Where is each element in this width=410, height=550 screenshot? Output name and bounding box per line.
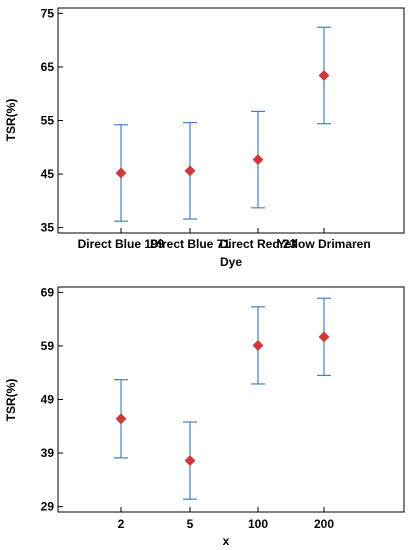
y-axis-title-bottom: TSR(%) bbox=[4, 379, 18, 422]
x-tick-label-top-0: Direct Blue 199 bbox=[78, 237, 165, 251]
y-tick-label-top-0: 35 bbox=[41, 221, 55, 235]
x-axis-bottom: 2 5 100 200 bbox=[118, 507, 334, 531]
x-tick-label-top-1: Direct Blue 71 bbox=[150, 237, 230, 251]
plot-frame-top bbox=[57, 7, 405, 234]
x-axis-title-bottom: x bbox=[223, 534, 230, 548]
series-bottom bbox=[114, 297, 331, 500]
y-tick-label-top-3: 65 bbox=[41, 60, 55, 74]
y-axis-bottom: 29 39 49 59 69 bbox=[41, 285, 63, 514]
x-tick-label-top-3: Yellow Drimaren bbox=[277, 237, 370, 251]
y-tick-label-bottom-4: 69 bbox=[41, 285, 55, 299]
data-point-bottom-3 bbox=[318, 331, 330, 343]
x-tick-label-bottom-3: 200 bbox=[314, 517, 334, 531]
x-tick-label-bottom-2: 100 bbox=[248, 517, 268, 531]
data-point-top-3 bbox=[318, 70, 330, 81]
y-tick-label-top-1: 45 bbox=[41, 167, 55, 181]
chart-bottom: 29 39 49 59 69 2 5 100 200 TSR(%) x bbox=[4, 285, 405, 548]
data-point-bottom-1 bbox=[184, 455, 196, 466]
y-tick-label-bottom-0: 29 bbox=[41, 500, 55, 514]
y-axis-top: 35 45 55 65 75 bbox=[41, 6, 63, 235]
y-tick-label-bottom-3: 59 bbox=[41, 339, 55, 353]
y-tick-label-top-2: 55 bbox=[41, 114, 55, 128]
x-tick-label-bottom-0: 2 bbox=[118, 517, 125, 531]
x-tick-label-bottom-1: 5 bbox=[187, 517, 194, 531]
data-point-top-0 bbox=[115, 167, 127, 179]
y-tick-label-bottom-1: 39 bbox=[41, 446, 55, 460]
x-axis-title-top: Dye bbox=[220, 255, 242, 269]
y-tick-label-top-4: 75 bbox=[41, 6, 55, 20]
plot-frame-bottom bbox=[57, 286, 405, 513]
y-axis-title-top: TSR(%) bbox=[4, 99, 18, 142]
data-point-bottom-0 bbox=[115, 413, 127, 425]
y-tick-label-bottom-2: 49 bbox=[41, 393, 55, 407]
data-point-top-1 bbox=[184, 165, 196, 177]
data-point-top-2 bbox=[252, 154, 264, 166]
data-point-bottom-2 bbox=[252, 339, 264, 351]
series-top bbox=[114, 26, 331, 222]
x-tick-label-top-2: Direct Red 23 bbox=[220, 237, 297, 251]
